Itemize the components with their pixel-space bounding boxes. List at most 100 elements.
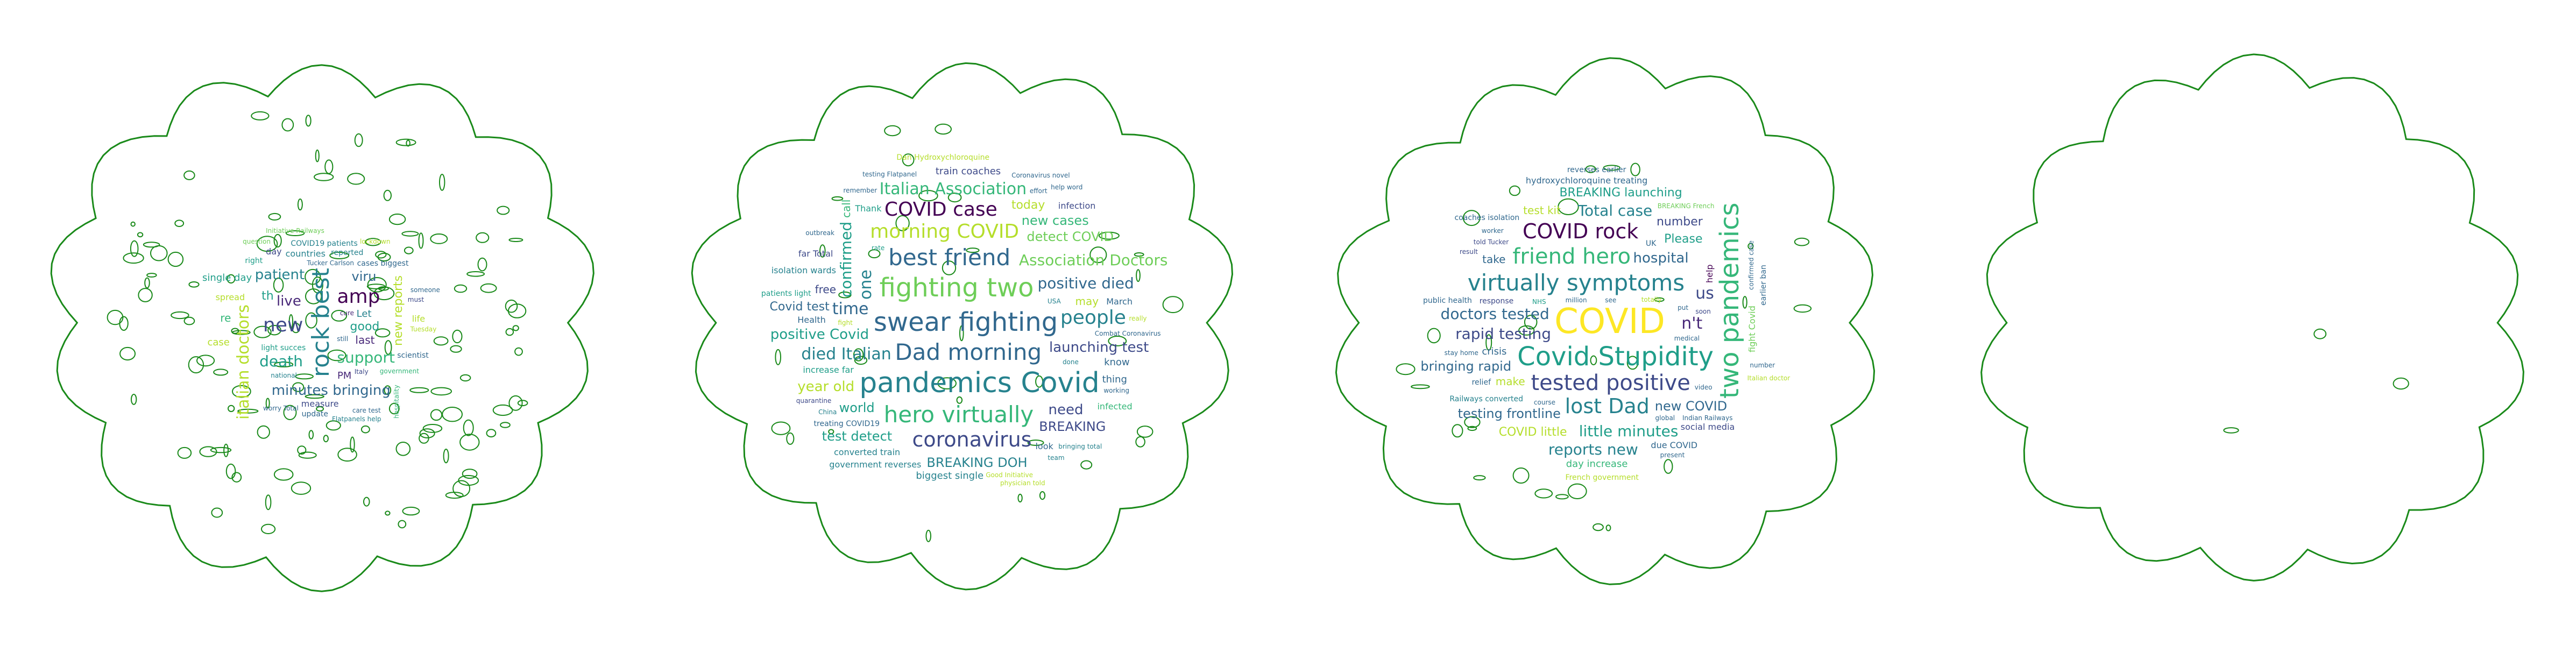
contour-fragment (466, 271, 485, 277)
cloud-word: worry Total (263, 404, 299, 412)
cloud-word: rapid testing (1455, 325, 1552, 343)
cloud-word: Covid test (769, 300, 830, 314)
contour-fragment (1664, 459, 1673, 474)
cloud-word: China (818, 408, 837, 416)
cloud-word: day increase (1566, 458, 1628, 470)
cloud-word: reports new (1548, 441, 1638, 459)
cloud-word: scientist (397, 351, 429, 360)
cloud-word: positive Covid (770, 326, 869, 343)
cloud-word: viru (351, 268, 377, 284)
cloud-word: PM (337, 370, 352, 381)
contour-fragment (402, 506, 420, 516)
contour-fragment (508, 395, 523, 411)
cloud-word: Let (356, 308, 372, 320)
contour-fragment (130, 240, 139, 257)
cloud-word: put (1678, 304, 1689, 311)
contour-fragment (517, 400, 528, 407)
contour-fragment (378, 286, 389, 291)
cloud-word: bringing rapid (1420, 358, 1512, 374)
cloud-word: virtually symptoms (1467, 270, 1685, 296)
contour-fragment (1039, 491, 1046, 500)
cloud-word: response (1479, 296, 1514, 306)
cloud-word: test detect (822, 428, 893, 444)
contour-fragment (2313, 328, 2327, 339)
cloud-word: coaches isolation (1454, 213, 1520, 222)
cloud-word: BREAKING launching (1559, 186, 1682, 200)
cloud-word: Railways converted (1449, 395, 1523, 404)
cloud-word: lockdown (359, 237, 391, 245)
contour-fragment (505, 328, 514, 336)
contour-fragment (512, 325, 519, 331)
contour-fragment (895, 215, 910, 231)
contour-fragment (1134, 252, 1144, 257)
cloud-word: rock best (307, 268, 335, 378)
contour-fragment (305, 312, 317, 329)
cloud-word: must (407, 295, 424, 303)
contour-fragment (404, 246, 414, 254)
contour-fragment (1524, 315, 1538, 330)
contour-fragment (273, 233, 282, 248)
contour-fragment (237, 408, 259, 414)
contour-fragment (183, 170, 195, 180)
cloud-word: government (379, 367, 419, 375)
cloud-word: look (1035, 441, 1053, 452)
contour-fragment (947, 193, 962, 203)
cloud-word: amp (337, 286, 380, 308)
cloud-word: Combat Coronavirus (1094, 330, 1161, 338)
contour-fragment (171, 311, 189, 320)
contour-fragment (1512, 467, 1530, 484)
contour-fragment (477, 257, 487, 272)
cloud-outline-shape (1980, 53, 2524, 582)
cloud-word: number (1750, 361, 1775, 369)
contour-fragment (439, 174, 445, 191)
contour-fragment (337, 448, 357, 462)
cloud-word: cases biggest (357, 259, 409, 268)
cloud-word: biggest single (916, 470, 984, 482)
contour-fragment (771, 421, 791, 435)
contour-fragment (183, 316, 195, 325)
contour-fragment (1396, 363, 1416, 375)
cloud-word: Italian Association (879, 180, 1027, 199)
contour-fragment (1162, 296, 1184, 314)
contour-fragment (838, 291, 852, 299)
contour-fragment (433, 336, 449, 346)
cloud-word: national (271, 372, 297, 380)
cloud-word: COVID rock (1523, 219, 1639, 243)
cloud-word: detect COVID (1027, 229, 1114, 245)
contour-fragment (143, 242, 160, 248)
cloud-word: infection (1058, 201, 1096, 211)
cloud-word: life (412, 313, 426, 324)
contour-fragment (350, 436, 355, 453)
cloud-word: re (220, 311, 231, 324)
contour-fragment (430, 409, 443, 421)
cloud-word: people (1060, 307, 1126, 329)
contour-fragment (1017, 493, 1023, 503)
contour-fragment (268, 212, 281, 221)
contour-fragment (167, 251, 184, 267)
word-cloud-panel-3: COVID Covid Stupidity virtually symptoms te… (1288, 0, 1932, 645)
contour-fragment (1452, 424, 1463, 438)
contour-fragment (305, 115, 312, 127)
cloud-word: hospitality (392, 384, 400, 419)
contour-fragment (305, 394, 324, 399)
contour-fragment (312, 277, 323, 294)
cloud-word: thing (1102, 373, 1127, 385)
contour-fragment (937, 377, 957, 389)
contour-fragment (1136, 269, 1141, 282)
contour-fragment (231, 330, 251, 335)
contour-fragment (422, 424, 443, 433)
contour-fragment (398, 520, 407, 529)
cloud-word: outbreak (805, 229, 834, 237)
contour-fragment (265, 398, 270, 409)
cloud-word: Flatpanels help (331, 415, 381, 423)
contour-fragment (384, 340, 392, 355)
cloud-word: new reports (391, 275, 405, 346)
contour-fragment (395, 138, 416, 146)
contour-fragment (257, 425, 270, 439)
contour-fragment (315, 149, 320, 162)
cloud-word: social media (1680, 421, 1735, 432)
contour-fragment (500, 422, 511, 428)
cloud-word: reverses earlier (1567, 165, 1626, 174)
contour-fragment (1747, 243, 1754, 250)
contour-fragment (831, 196, 844, 201)
